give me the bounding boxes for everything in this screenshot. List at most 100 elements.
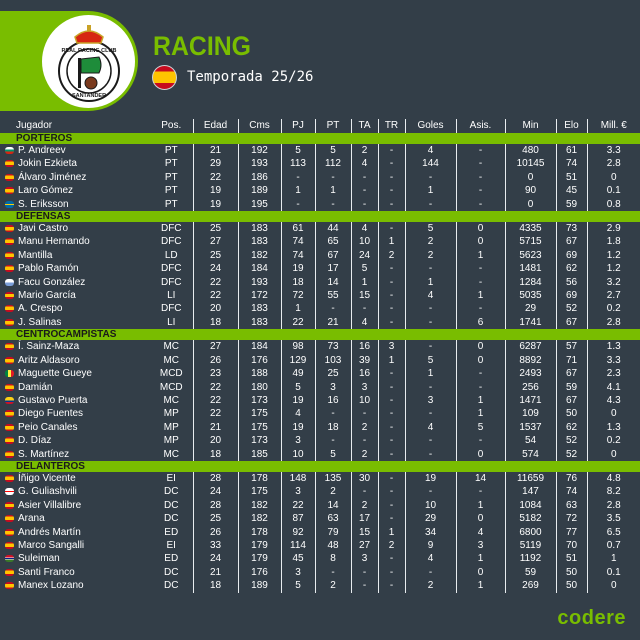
player-cell[interactable]: Asier Villalibre bbox=[0, 499, 150, 512]
group-label: PORTEROS bbox=[0, 133, 640, 144]
cell-asis: 4 bbox=[455, 525, 505, 539]
player-cell[interactable]: Maguette Gueye bbox=[0, 367, 150, 380]
player-cell[interactable]: Marco Sangalli bbox=[0, 539, 150, 552]
col-mill[interactable]: Mill. € bbox=[586, 119, 640, 133]
player-cell[interactable]: Álvaro Jiménez bbox=[0, 171, 150, 184]
col-pos[interactable]: Pos. bbox=[161, 120, 182, 131]
table-row[interactable]: Íñigo Vicente EI 28 178 148 135 30-19 14 11659 76… bbox=[0, 471, 640, 486]
col-tr[interactable]: TR bbox=[377, 119, 405, 133]
table-row[interactable]: Aritz Aldasoro MC 26 176 129 103 39 1 5 0 8892 71 3.… bbox=[0, 353, 640, 368]
table-row[interactable]: Manu Hernando DFC 27 183 74 65 10 1 2 0 5715 67 1.8 bbox=[0, 235, 640, 249]
table-row[interactable]: Jokin Ezkieta PT 29 193 113 112 4-144-10145 74 2… bbox=[0, 157, 640, 171]
player-cell[interactable]: Mantilla bbox=[0, 249, 150, 262]
table-row[interactable]: Marco Sangalli EI 33 179 114 48 27 2 9 3 5119 70 0.7 bbox=[0, 538, 640, 553]
table-row[interactable]: Álvaro Jiménez PT 22 186- - - - - -0 51 0 bbox=[0, 170, 640, 185]
cell-min: 0 bbox=[504, 170, 556, 185]
cell-cms: 175 bbox=[237, 485, 281, 499]
group-label: DELANTEROS bbox=[0, 460, 640, 472]
table-row[interactable]: Santi Franco DC 21 176 3- - - -0 59 50 0.1 bbox=[0, 565, 640, 580]
cell-pj: 19 bbox=[280, 262, 315, 276]
table-row[interactable]: A. Crespo DFC 20 183 1- - - - -29 52 0.2 bbox=[0, 302, 640, 316]
table-row[interactable]: S. Eriksson PT 19 195- - - - - -0 59 0.8 bbox=[0, 197, 640, 212]
player-cell[interactable]: Gustavo Puerta bbox=[0, 394, 150, 407]
player-cell[interactable]: Íñigo Vicente bbox=[0, 472, 150, 485]
cell-asis: 1 bbox=[455, 248, 505, 263]
table-row[interactable]: Gustavo Puerta MC 22 173 19 16 10-3 1 1471 67 4.3 bbox=[0, 393, 640, 408]
table-row[interactable]: G. Guliashvili DC 24 175 3 2- - - -147 74 8.2 bbox=[0, 485, 640, 499]
col-edad[interactable]: Edad bbox=[192, 119, 238, 133]
player-cell[interactable]: Manu Hernando bbox=[0, 235, 150, 248]
col-pj[interactable]: PJ bbox=[280, 119, 315, 133]
player-cell[interactable]: Andrés Martín bbox=[0, 526, 150, 539]
player-cell[interactable]: G. Guliashvili bbox=[0, 485, 150, 498]
player-cell[interactable]: Mario García bbox=[0, 289, 150, 302]
player-cell[interactable]: Damián bbox=[0, 381, 150, 394]
table-row[interactable]: J. Salinas LI 18 183 22 21 4- -6 1741 67 2.8 bbox=[0, 315, 640, 330]
player-cell[interactable]: Laro Gómez bbox=[0, 184, 150, 197]
col-jugador[interactable]: Jugador bbox=[16, 120, 53, 131]
player-cell[interactable]: Arana bbox=[0, 512, 150, 525]
player-cell[interactable]: Facu González bbox=[0, 276, 150, 289]
table-row[interactable]: Diego Fuentes MP 22 175 4- - - -1 109 50 0 bbox=[0, 407, 640, 421]
table-row[interactable]: Peio Canales MP 21 175 19 18 2-4 5 1537 62 1.3 bbox=[0, 420, 640, 435]
cell-tr: 1 bbox=[377, 353, 405, 368]
player-cell[interactable]: Peio Canales bbox=[0, 421, 150, 434]
table-row[interactable]: Asier Villalibre DC 28 182 22 14 2-10 1 1084 63 2.… bbox=[0, 498, 640, 513]
player-cell[interactable]: S. Eriksson bbox=[0, 198, 150, 211]
player-cell[interactable]: D. Díaz bbox=[0, 434, 150, 447]
table-row[interactable]: Arana DC 25 182 87 63 17-29 0 5182 72 3.5 bbox=[0, 512, 640, 526]
player-cell[interactable]: Jokin Ezkieta bbox=[0, 157, 150, 170]
cell-pt: 2 bbox=[314, 485, 351, 499]
table-row[interactable]: Mario García LI 22 172 72 55 15-4 1 5035 69 2.7 bbox=[0, 289, 640, 303]
table-row[interactable]: Suleiman ED 24 179 45 8 3-4 1 1192 51 1 bbox=[0, 552, 640, 566]
cell-pos: DC bbox=[164, 486, 179, 498]
player-cell[interactable]: Javi Castro bbox=[0, 222, 150, 235]
es-flag-icon bbox=[5, 423, 14, 431]
col-elo[interactable]: Elo bbox=[555, 119, 587, 133]
table-row[interactable]: Javi Castro DFC 25 183 61 44 4-5 0 4335 73 2.9 bbox=[0, 222, 640, 236]
col-ta[interactable]: TA bbox=[350, 119, 378, 133]
player-cell[interactable]: Aritz Aldasoro bbox=[0, 354, 150, 367]
cell-pt: 14 bbox=[314, 275, 351, 290]
col-goles[interactable]: Goles bbox=[404, 119, 456, 133]
cell-pt: - bbox=[314, 302, 351, 316]
cell-cms: 184 bbox=[237, 340, 281, 354]
col-cms[interactable]: Cms bbox=[237, 119, 281, 133]
player-cell[interactable]: Manex Lozano bbox=[0, 579, 150, 592]
table-row[interactable]: P. Andreev PT 21 192 5 5 2-4-480 61 3.3 bbox=[0, 144, 640, 158]
col-asis[interactable]: Asis. bbox=[455, 119, 505, 133]
codere-logo: codere bbox=[557, 607, 626, 629]
cell-cms: 179 bbox=[237, 552, 281, 566]
table-row[interactable]: Facu González DFC 22 193 18 14 1-1-1284 56 3.2 bbox=[0, 275, 640, 290]
col-pt[interactable]: PT bbox=[314, 119, 351, 133]
table-row[interactable]: Laro Gómez PT 19 189 1 1- -1-90 45 0.1 bbox=[0, 184, 640, 198]
player-cell[interactable]: Santi Franco bbox=[0, 566, 150, 579]
player-name: G. Guliashvili bbox=[18, 486, 77, 498]
table-row[interactable]: Mantilla LD 25 182 74 67 24 2 2 1 5623 69 1.2 bbox=[0, 248, 640, 263]
es-flag-icon bbox=[5, 410, 14, 418]
player-cell[interactable]: A. Crespo bbox=[0, 302, 150, 315]
table-row[interactable]: Andrés Martín ED 26 178 92 79 15 1 34 4 6800 77 6.5 bbox=[0, 525, 640, 539]
table-row[interactable]: D. Díaz MP 20 173 3- - - - -54 52 0.2 bbox=[0, 434, 640, 448]
player-cell[interactable]: Diego Fuentes bbox=[0, 407, 150, 420]
player-cell[interactable]: Suleiman bbox=[0, 552, 150, 565]
player-cell[interactable]: P. Andreev bbox=[0, 144, 150, 157]
player-cell[interactable]: S. Martínez bbox=[0, 448, 150, 461]
col-min[interactable]: Min bbox=[504, 119, 556, 133]
table-row[interactable]: Pablo Ramón DFC 24 184 19 17 5- - -1481 62 1.2 bbox=[0, 262, 640, 276]
table-row[interactable]: Í. Sainz-Maza MC 27 184 98 73 16 3-0 6287 57 1.3 bbox=[0, 340, 640, 354]
cell-pt: 55 bbox=[314, 289, 351, 303]
table-row[interactable]: Manex Lozano DC 18 189 5 2- -2 1 269 50 0 bbox=[0, 579, 640, 593]
cell-pt: 21 bbox=[314, 315, 351, 330]
player-cell[interactable]: Pablo Ramón bbox=[0, 262, 150, 275]
player-cell[interactable]: J. Salinas bbox=[0, 316, 150, 329]
cell-goles: 2 bbox=[404, 235, 456, 249]
cell-tr: - bbox=[377, 407, 405, 421]
player-cell[interactable]: Í. Sainz-Maza bbox=[0, 340, 150, 353]
cell-min: 59 bbox=[504, 565, 556, 580]
table-row[interactable]: S. Martínez MC 18 185 10 5 2- -0 574 52 0 bbox=[0, 447, 640, 461]
es-flag-icon bbox=[5, 501, 14, 509]
player-name: Mario García bbox=[18, 290, 76, 302]
table-row[interactable]: Maguette Gueye MCD 23 188 49 25 16-1-2493 67 2.3 bbox=[0, 367, 640, 381]
table-row[interactable]: Damián MCD 22 180 5 3 3- - -256 59 4.1 bbox=[0, 380, 640, 394]
